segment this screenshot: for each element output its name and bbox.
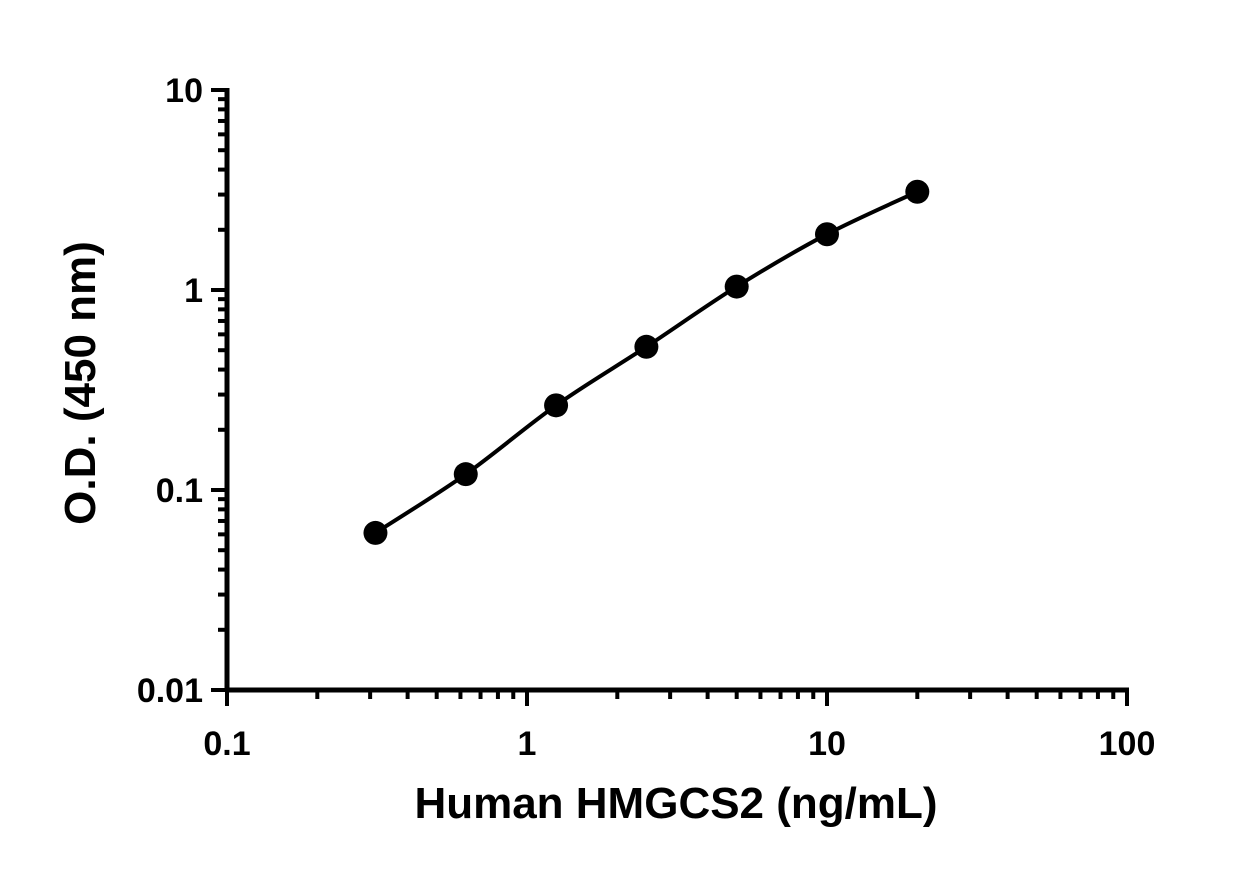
y-tick-label: 10	[165, 72, 203, 110]
data-points	[363, 179, 930, 545]
axes	[224, 88, 1129, 693]
y-tick-label: 0.1	[156, 472, 203, 510]
x-axis-title: Human HMGCS2 (ng/mL)	[414, 779, 937, 828]
data-point	[815, 222, 839, 247]
y-tick-label: 1	[184, 272, 203, 310]
x-tick-label: 0.1	[203, 725, 250, 763]
data-point	[363, 520, 388, 545]
data-point	[544, 393, 569, 418]
ticks	[211, 88, 1129, 706]
x-tick-label: 10	[808, 725, 846, 763]
data-point	[905, 179, 930, 204]
data-point	[453, 462, 478, 487]
x-tick-label: 100	[1099, 725, 1156, 763]
y-tick-label: 0.01	[137, 672, 203, 710]
x-tick-label: 1	[518, 725, 537, 763]
y-axis-title: O.D. (450 nm)	[56, 241, 105, 525]
data-point	[634, 334, 659, 359]
data-point	[724, 274, 749, 299]
